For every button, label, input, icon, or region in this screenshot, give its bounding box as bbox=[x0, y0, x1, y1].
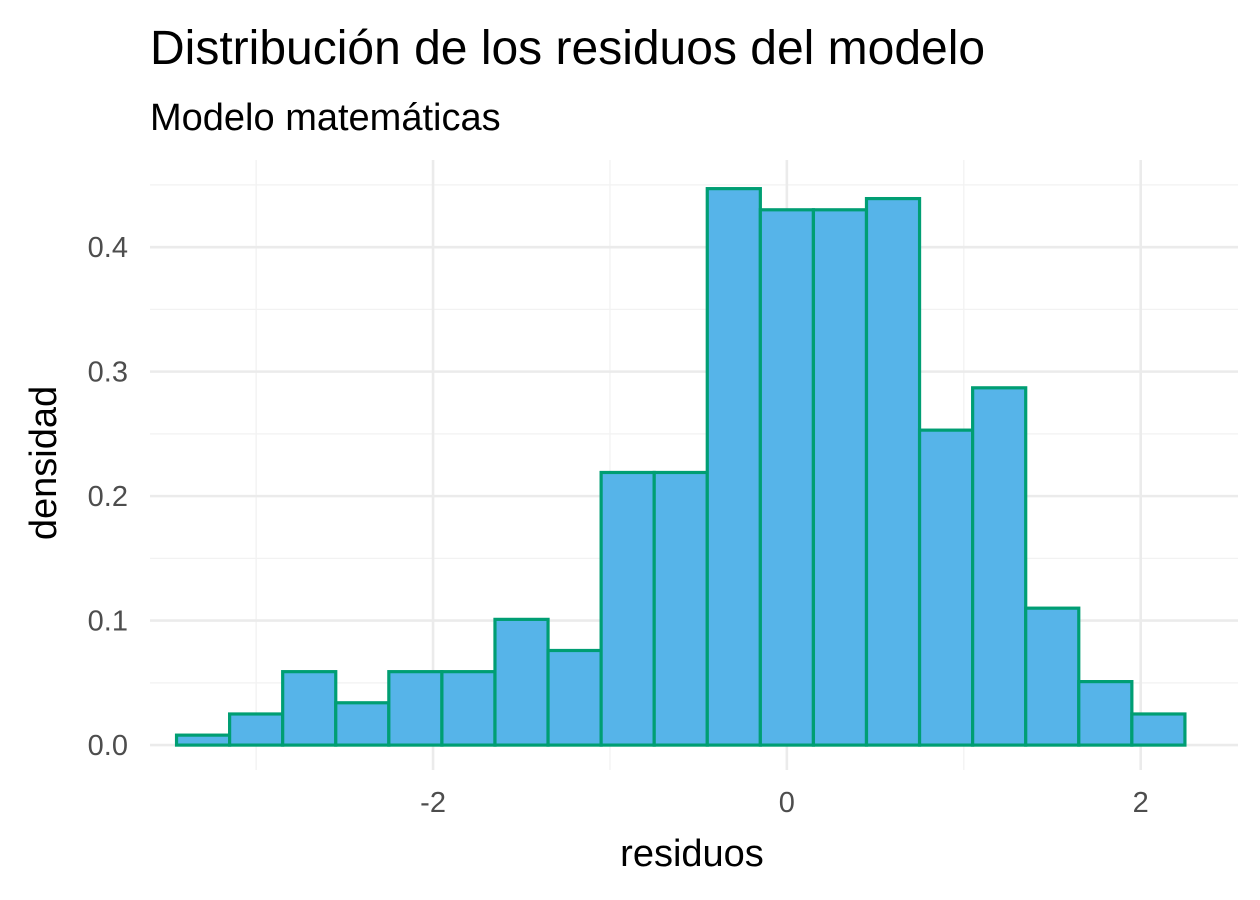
histogram-bar bbox=[864, 196, 922, 747]
x-axis-title: residuos bbox=[620, 833, 764, 875]
y-tick-label: 0.2 bbox=[88, 481, 128, 513]
chart-subtitle: Modelo matemáticas bbox=[150, 97, 501, 139]
histogram-bar bbox=[705, 187, 762, 747]
histogram-bar bbox=[281, 670, 338, 747]
histogram-bar bbox=[334, 701, 391, 747]
histogram-bar bbox=[174, 733, 232, 747]
y-tick-label: 0.1 bbox=[88, 606, 128, 638]
y-tick-label: 0.3 bbox=[88, 357, 128, 389]
histogram-bar bbox=[546, 648, 603, 747]
histogram-bar bbox=[440, 670, 497, 747]
histogram-bar bbox=[599, 470, 656, 747]
y-tick-label: 0.0 bbox=[88, 730, 128, 762]
histogram-bar bbox=[1024, 606, 1081, 747]
histogram-bars bbox=[174, 187, 1187, 747]
histogram-bar bbox=[917, 428, 975, 747]
y-tick-label: 0.4 bbox=[88, 232, 128, 264]
histogram-bar bbox=[1077, 680, 1134, 747]
x-tick-label: -2 bbox=[420, 787, 446, 819]
histogram-bar bbox=[493, 617, 550, 747]
x-tick-label: 0 bbox=[779, 787, 795, 819]
histogram-bar bbox=[1130, 712, 1187, 747]
histogram-bar bbox=[228, 712, 285, 747]
histogram-bar bbox=[758, 208, 816, 747]
y-axis-title: densidad bbox=[23, 386, 65, 540]
x-axis-ticks: -2 0 2 bbox=[420, 787, 1149, 819]
histogram-bar bbox=[811, 208, 869, 747]
histogram-bar bbox=[387, 670, 444, 747]
histogram-bar bbox=[652, 470, 709, 747]
chart-title: Distribución de los residuos del modelo bbox=[150, 22, 985, 75]
y-axis-ticks: 0.0 0.1 0.2 0.3 0.4 bbox=[88, 232, 128, 762]
x-tick-label: 2 bbox=[1133, 787, 1149, 819]
histogram-bar bbox=[971, 386, 1028, 747]
